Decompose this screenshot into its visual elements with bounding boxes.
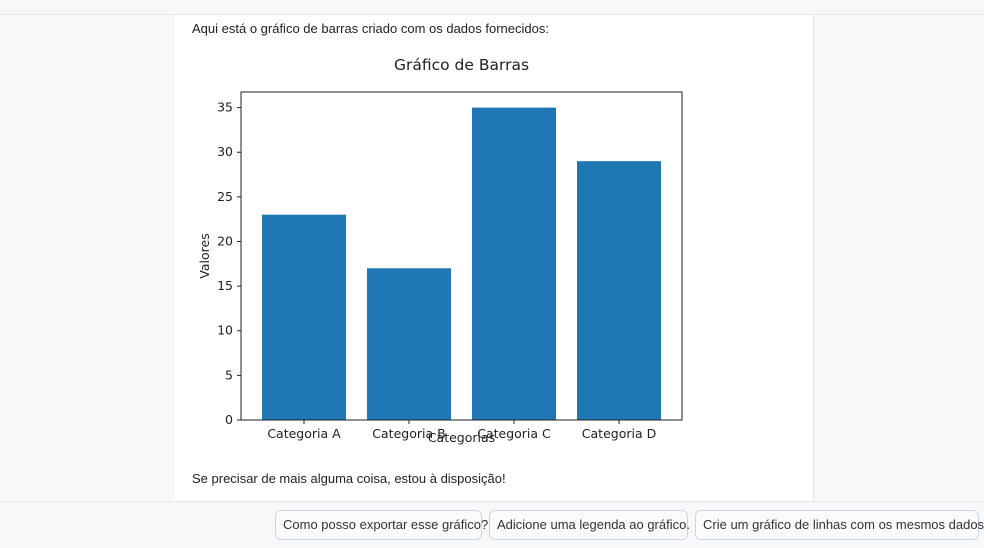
- y-tick-label: 10: [217, 323, 233, 338]
- y-tick-label: 25: [217, 189, 233, 204]
- suggestion-export-chart[interactable]: Como posso exportar esse gráfico?: [275, 510, 488, 540]
- y-tick-label: 30: [217, 144, 233, 159]
- bar-categoria-a: [262, 214, 346, 420]
- x-tick-label: Categoria D: [582, 426, 656, 441]
- x-tick-label: Categoria B: [372, 426, 445, 441]
- bar-chart-image: Gráfico de Barras Valores Categorias Cat…: [192, 53, 712, 463]
- x-axis-label: Categorias: [428, 430, 495, 445]
- top-strip: [0, 0, 984, 15]
- bar-categoria-c: [472, 107, 556, 420]
- assistant-message: Aqui está o gráfico de barras criado com…: [175, 15, 813, 501]
- suggestion-line-chart[interactable]: Crie um gráfico de linhas com os mesmos …: [695, 510, 984, 540]
- message-outro-text: Se precisar de mais alguma coisa, estou …: [192, 471, 506, 486]
- bar-chart: Gráfico de Barras Valores Categorias Cat…: [197, 56, 683, 445]
- plot-frame: [240, 91, 683, 421]
- bar-categoria-d: [577, 161, 661, 420]
- y-tick-label: 35: [217, 100, 233, 115]
- x-tick-label: Categoria A: [267, 426, 341, 441]
- message-intro-text: Aqui está o gráfico de barras criado com…: [192, 21, 549, 36]
- bar-categoria-b: [367, 268, 451, 420]
- y-axis-label: Valores: [197, 233, 212, 278]
- y-tick-label: 20: [217, 233, 233, 248]
- right-pane: [813, 15, 984, 501]
- left-pane: [0, 15, 175, 501]
- suggestion-add-legend[interactable]: Adicione uma legenda ao gráfico.: [489, 510, 690, 540]
- suggestion-bar: Como posso exportar esse gráfico? Adicio…: [0, 501, 984, 548]
- y-tick-label: 15: [217, 278, 233, 293]
- x-tick-label: Categoria C: [477, 426, 551, 441]
- y-tick-label: 0: [225, 412, 233, 427]
- y-tick-label: 5: [225, 367, 233, 382]
- chart-title: Gráfico de Barras: [394, 56, 529, 74]
